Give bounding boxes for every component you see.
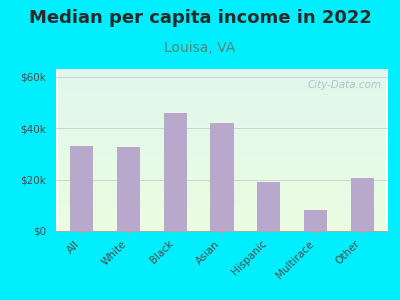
Text: Median per capita income in 2022: Median per capita income in 2022: [28, 9, 372, 27]
Bar: [210, 123, 234, 231]
Bar: [70, 146, 94, 231]
Bar: [117, 147, 140, 231]
Bar: [257, 182, 280, 231]
Bar: [164, 113, 187, 231]
Text: City-Data.com: City-Data.com: [307, 80, 381, 90]
Bar: [350, 178, 374, 231]
Bar: [304, 210, 327, 231]
Text: Louisa, VA: Louisa, VA: [164, 40, 236, 55]
